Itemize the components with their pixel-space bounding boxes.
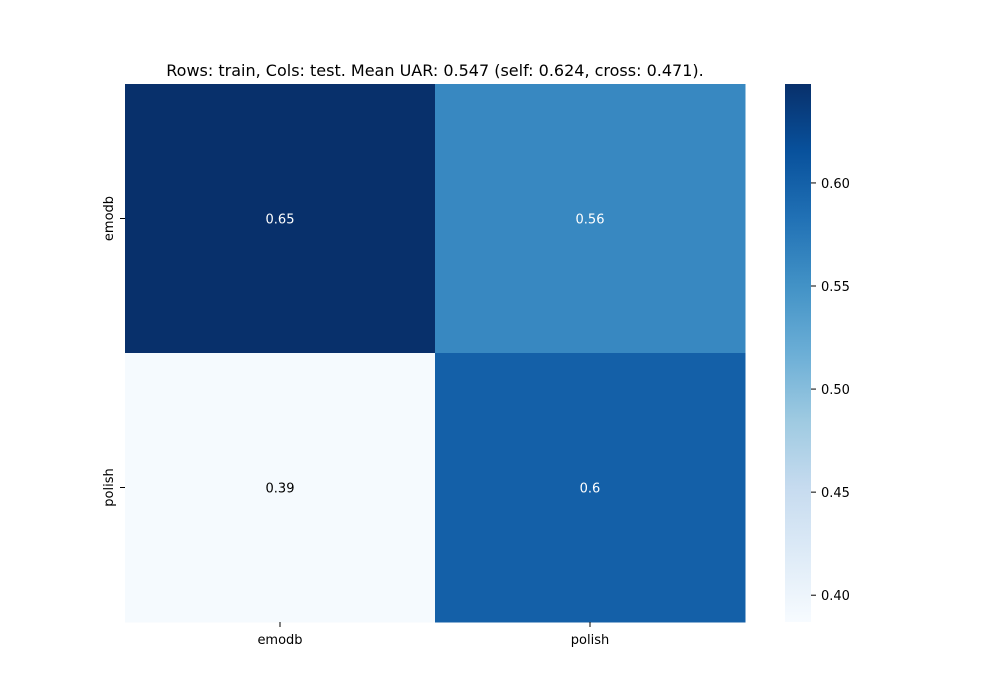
cell-value-label: 0.6 [580, 482, 601, 497]
y-tick-label: polish [102, 468, 117, 506]
colorbar-tick-label: 0.50 [821, 383, 850, 398]
cell-value-label: 0.39 [266, 482, 295, 497]
cell-value-label: 0.56 [576, 213, 605, 228]
y-tick-label: emodb [102, 196, 117, 241]
colorbar-tick-label: 0.40 [821, 589, 850, 604]
cell-value-label: 0.65 [266, 213, 295, 228]
heatmap-cell-emodb-polish [435, 84, 746, 354]
colorbar-gradient [785, 84, 811, 622]
colorbar-tick-label: 0.55 [821, 280, 850, 295]
heatmap-cells [125, 84, 746, 623]
y-axis: emodb polish [102, 196, 125, 507]
heatmap-cell-polish-polish [435, 353, 746, 623]
heatmap-cell-polish-emodb [125, 353, 436, 623]
colorbar-tick-label: 0.45 [821, 486, 850, 501]
x-tick-label: emodb [257, 633, 302, 648]
heatmap-cell-emodb-emodb [125, 84, 436, 354]
colorbar-tick-label: 0.60 [821, 177, 850, 192]
x-tick-label: polish [571, 633, 609, 648]
colorbar: 0.40 0.45 0.50 0.55 0.60 [785, 84, 850, 622]
chart-title: Rows: train, Cols: test. Mean UAR: 0.547… [166, 61, 703, 80]
heatmap-cell-labels: 0.65 0.56 0.39 0.6 [266, 213, 605, 497]
x-axis: emodb polish [257, 622, 609, 648]
colorbar-ticks: 0.40 0.45 0.50 0.55 0.60 [811, 177, 850, 604]
